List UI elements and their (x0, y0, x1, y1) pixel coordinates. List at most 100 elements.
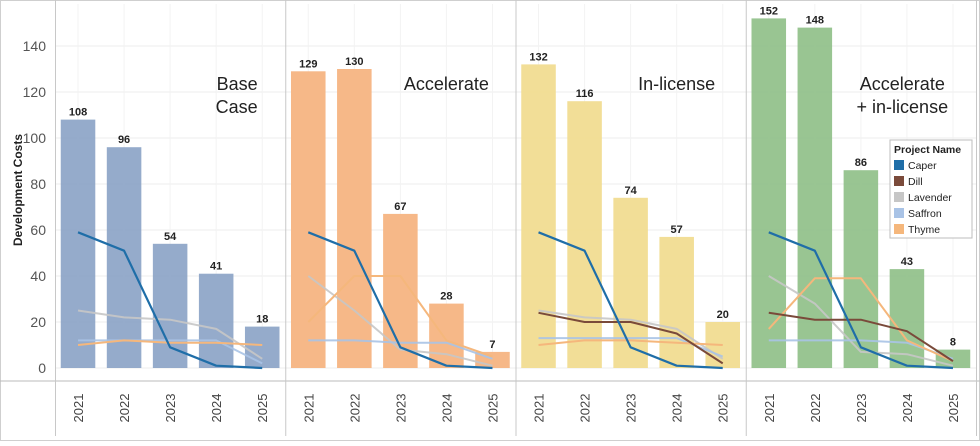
x-tick-label: 2025 (255, 394, 270, 423)
legend-item-label: Saffron (908, 208, 942, 220)
panel-title: Case (216, 97, 258, 117)
series-line-thyme (768, 277, 954, 363)
bar (751, 18, 787, 369)
bar-value-label: 148 (806, 15, 824, 27)
series-line-thyme (307, 275, 493, 358)
x-tick-label: 2021 (301, 394, 316, 423)
bar (659, 236, 694, 368)
series-line-caper (768, 231, 954, 370)
legend-swatch (894, 224, 904, 234)
x-tick-label: 2021 (71, 394, 86, 423)
series-line-lavender (538, 309, 724, 360)
bar (152, 243, 188, 368)
bar (60, 119, 96, 368)
x-tick-label: 2022 (578, 394, 593, 423)
bar-value-label: 129 (299, 58, 317, 70)
x-tick-label: 2025 (946, 394, 961, 423)
series-line-caper (77, 231, 263, 370)
series-line-lavender (77, 309, 263, 360)
legend-swatch (894, 176, 904, 186)
bar-value-label: 152 (760, 5, 778, 17)
bar (198, 273, 234, 368)
bar (244, 326, 280, 368)
legend-box (889, 139, 973, 239)
bar-value-label: 108 (69, 107, 87, 119)
y-tick-label: 100 (23, 130, 47, 146)
x-tick-label: 2024 (900, 394, 915, 423)
y-tick-label: 20 (30, 314, 46, 330)
bar (337, 69, 372, 368)
panel-title: Accelerate (404, 74, 489, 94)
bar-value-label: 41 (210, 261, 222, 273)
y-tick-label: 120 (23, 84, 47, 100)
x-tick-label: 2022 (117, 394, 132, 423)
panel-title: Accelerate (860, 74, 945, 94)
y-tick-label: 60 (30, 222, 46, 238)
series-line-lavender (307, 275, 493, 367)
bar (521, 64, 556, 369)
panel-title: + in-license (857, 97, 949, 117)
x-tick-label: 2023 (393, 394, 408, 423)
bar-value-label: 54 (164, 231, 177, 243)
x-tick-label: 2021 (532, 394, 547, 423)
y-tick-label: 40 (30, 268, 46, 284)
y-tick-label: 80 (30, 176, 46, 192)
bar-value-label: 67 (394, 201, 406, 213)
bar-value-label: 18 (256, 314, 268, 326)
bar (797, 27, 833, 368)
bar-value-label: 74 (625, 185, 638, 197)
x-tick-label: 2021 (762, 394, 777, 423)
bar-value-label: 96 (118, 134, 130, 146)
bar (429, 303, 464, 368)
bar (843, 170, 879, 368)
panel-title: Base (217, 74, 258, 94)
legend-item-label: Lavender (908, 192, 952, 204)
x-tick-label: 2023 (624, 394, 639, 423)
x-tick-label: 2024 (209, 394, 224, 423)
bar-value-label: 57 (671, 224, 683, 236)
y-tick-label: 140 (23, 38, 47, 54)
bar (567, 101, 602, 368)
legend-swatch (894, 160, 904, 170)
legend-title: Project Name (894, 144, 961, 156)
bar-value-label: 130 (345, 56, 363, 68)
bar (291, 71, 326, 369)
series-line-dill (768, 311, 954, 362)
panel-title: In-license (638, 74, 715, 94)
bar-value-label: 132 (529, 51, 547, 63)
series-line-dill (538, 311, 724, 365)
series-line-thyme (77, 339, 263, 346)
x-tick-label: 2022 (347, 394, 362, 423)
series-line-caper (307, 231, 493, 370)
x-tick-label: 2022 (808, 394, 823, 423)
legend-item-label: Dill (908, 176, 923, 188)
bar-value-label: 43 (901, 256, 913, 268)
legend-item-label: Thyme (908, 224, 940, 236)
x-tick-label: 2025 (716, 394, 731, 423)
bar (613, 197, 648, 368)
x-tick-label: 2023 (854, 394, 869, 423)
series-line-saffron (78, 339, 263, 365)
bar-value-label: 20 (717, 309, 729, 321)
bar (106, 147, 142, 368)
bar (889, 269, 925, 368)
y-axis-label: Development Costs (11, 134, 25, 246)
bar-value-label: 7 (489, 339, 495, 351)
legend-item-label: Caper (908, 160, 937, 172)
x-tick-label: 2024 (439, 394, 454, 423)
y-tick-label: 0 (38, 360, 46, 376)
bar-value-label: 8 (950, 337, 956, 349)
series-line-caper (538, 231, 723, 370)
x-tick-label: 2023 (163, 394, 178, 423)
bar-value-label: 116 (576, 88, 594, 100)
x-tick-label: 2025 (485, 394, 500, 423)
legend-swatch (894, 208, 904, 218)
legend-swatch (894, 192, 904, 202)
bar-value-label: 86 (855, 157, 867, 169)
x-tick-label: 2024 (670, 394, 685, 423)
bar-value-label: 28 (440, 291, 452, 303)
series-line-saffron (308, 339, 493, 360)
